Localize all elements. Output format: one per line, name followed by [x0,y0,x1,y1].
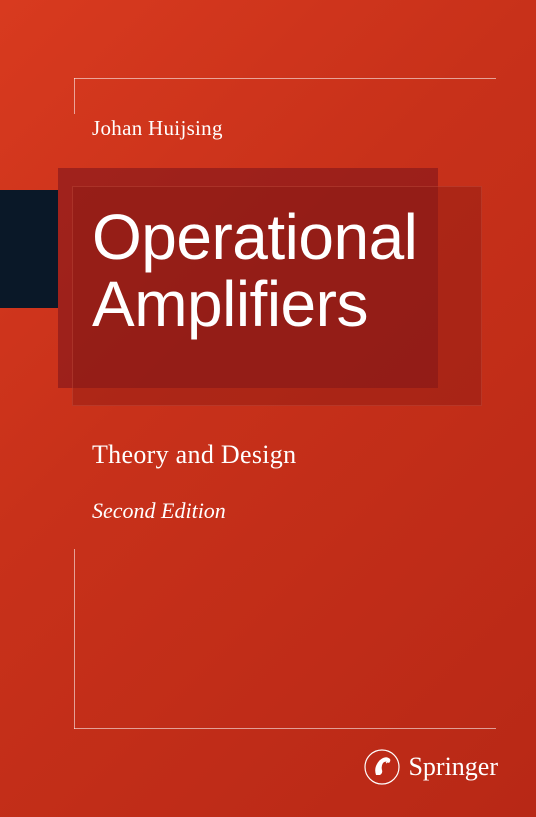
book-edition: Second Edition [92,498,226,524]
publisher-block: Springer [364,747,498,787]
title-line-2: Amplifiers [92,268,368,340]
book-cover: Johan Huijsing Operational Amplifiers Th… [0,0,536,817]
bottom-frame-line [74,728,496,729]
author-name: Johan Huijsing [92,116,223,141]
dark-accent-block [0,190,58,308]
book-subtitle: Theory and Design [92,440,296,470]
publisher-name: Springer [408,752,498,782]
springer-horse-icon [364,747,400,787]
book-title: Operational Amplifiers [92,204,417,338]
top-frame-line [74,78,496,79]
bottom-frame-left-line [74,549,75,729]
title-line-1: Operational [92,201,417,273]
top-frame-left-line [74,78,75,114]
